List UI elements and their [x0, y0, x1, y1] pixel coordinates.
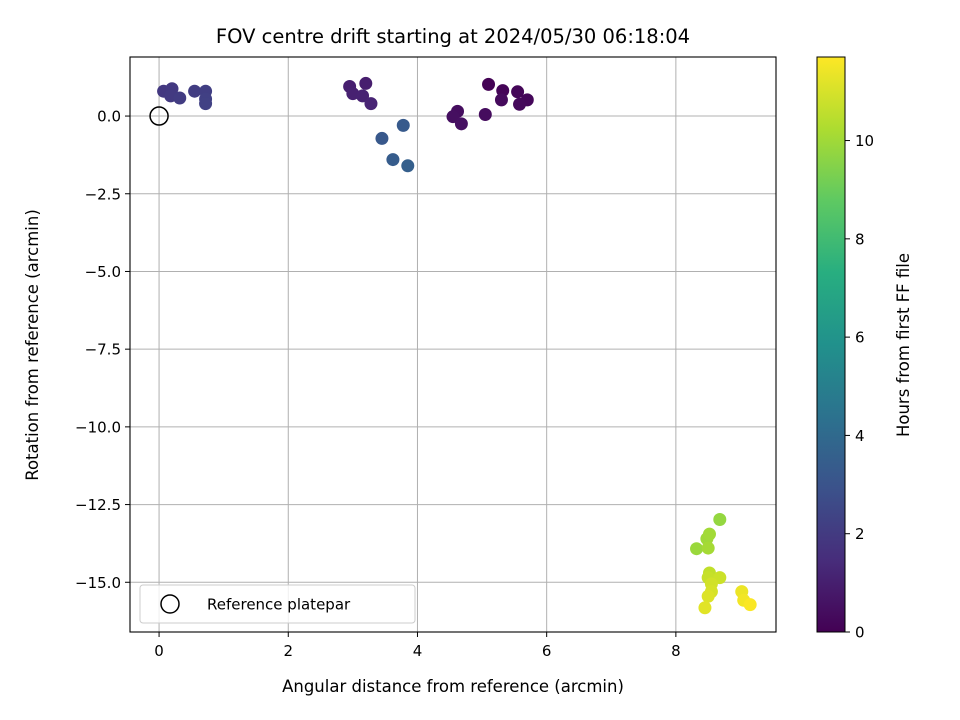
colorbar [817, 57, 845, 632]
data-point [364, 97, 378, 111]
colorbar-tick-label: 0 [855, 624, 865, 642]
reference-platepar-marker [149, 106, 169, 126]
data-point [386, 153, 400, 167]
data-points [157, 76, 757, 615]
data-point [690, 542, 704, 556]
y-axis-ticks: 0.0 −2.5 −5.0 −7.5 −10.0 −12.5 −15.0 [75, 108, 130, 592]
legend: Reference platepar [139, 584, 416, 624]
colorbar-frame [816, 56, 846, 633]
y-tick-label: −10.0 [75, 418, 121, 436]
colorbar-tick-label: 2 [855, 525, 865, 543]
data-point [511, 85, 525, 99]
data-point [359, 76, 373, 90]
colorbar-tick-label: 10 [855, 132, 874, 150]
y-tick-label: −7.5 [85, 341, 121, 359]
data-point [401, 159, 415, 173]
y-tick-label: −15.0 [75, 574, 121, 592]
x-tick-label: 2 [283, 642, 293, 660]
colorbar-tick-label: 8 [855, 230, 865, 248]
data-point [482, 77, 496, 91]
x-axis-label: Angular distance from reference (arcmin) [282, 677, 624, 696]
data-point [478, 108, 492, 121]
legend-box [139, 584, 416, 624]
y-axis-label: Rotation from reference (arcmin) [23, 209, 42, 481]
x-tick-label: 4 [413, 642, 423, 660]
data-point [173, 91, 187, 105]
data-point [454, 117, 468, 131]
y-tick-label: −12.5 [75, 496, 121, 514]
plot-frame [129, 56, 777, 633]
plot-area [130, 57, 776, 632]
data-point [494, 93, 508, 107]
data-point [743, 598, 757, 612]
data-point [375, 131, 389, 145]
data-point [346, 87, 360, 101]
data-point [188, 84, 202, 98]
data-point [698, 601, 712, 615]
colorbar-label: Hours from first FF file [894, 253, 913, 437]
data-point [701, 589, 715, 603]
data-point [713, 512, 727, 526]
colorbar-tick-label: 4 [855, 427, 865, 445]
colorbar-tick-label: 6 [855, 329, 865, 347]
x-tick-label: 8 [671, 642, 681, 660]
y-tick-label: −2.5 [85, 185, 121, 203]
data-point [356, 89, 370, 103]
chart-title: FOV centre drift starting at 2024/05/30 … [216, 25, 690, 48]
data-point [702, 527, 716, 541]
x-axis-ticks: 0 2 4 6 8 [154, 632, 681, 660]
y-tick-label: −5.0 [85, 263, 121, 281]
data-point [199, 97, 213, 111]
colorbar-ticks: 0 2 4 6 8 10 [845, 132, 874, 642]
data-point [701, 541, 715, 555]
legend-label: Reference platepar [207, 596, 351, 614]
legend-marker [160, 594, 180, 614]
x-tick-label: 6 [542, 642, 552, 660]
grid [130, 57, 776, 632]
data-point [513, 97, 527, 111]
x-tick-label: 0 [154, 642, 164, 660]
y-tick-label: 0.0 [97, 108, 121, 126]
data-point [396, 118, 410, 132]
